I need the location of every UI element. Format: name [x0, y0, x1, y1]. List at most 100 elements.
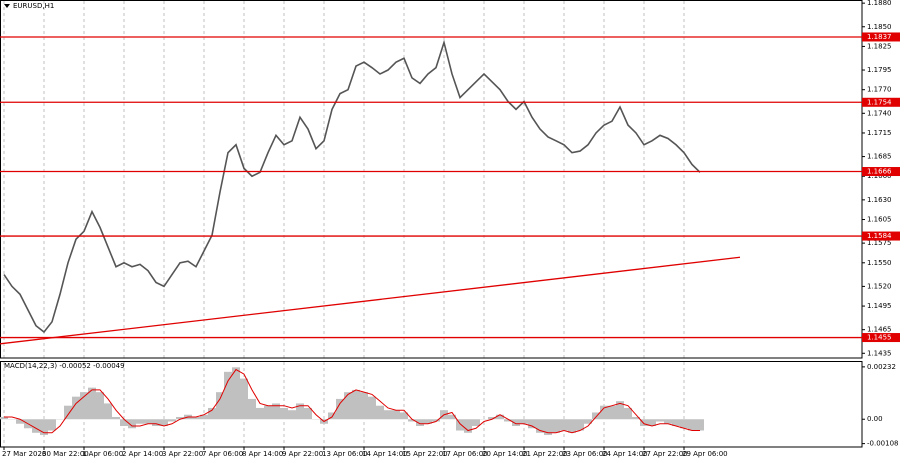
x-tick-label: 29 Apr 06:00	[682, 450, 728, 458]
y-tick-label: 0.00232	[867, 363, 896, 371]
histogram-bar	[72, 396, 80, 420]
x-tick-label: 15 Apr 22:00	[402, 450, 448, 458]
level-label-box	[862, 333, 900, 343]
y-tick-label: 1.1575	[867, 239, 892, 247]
signal-line	[4, 368, 700, 434]
x-tick-label: 17 Apr 06:00	[442, 450, 488, 458]
histogram-bar	[208, 407, 216, 420]
y-tick-label: 1.1435	[867, 349, 892, 357]
y-tick-label: 1.1880	[867, 0, 892, 7]
x-tick-label: 27 Mar 2026	[2, 450, 47, 458]
histogram-bar	[272, 403, 280, 420]
x-tick-label: 1 Apr 06:00	[82, 450, 123, 458]
histogram-bar	[232, 367, 240, 420]
histogram-bar	[632, 416, 640, 420]
histogram-bar	[472, 419, 480, 427]
histogram-bar	[104, 403, 112, 420]
histogram-bar	[336, 398, 344, 420]
histogram-bar	[408, 419, 416, 422]
histogram-bar	[568, 419, 576, 433]
histogram-bar	[416, 419, 424, 427]
y-tick-label: 1.1660	[867, 172, 892, 180]
panel-frame	[0, 361, 863, 448]
histogram-bar	[288, 410, 296, 420]
histogram-bar	[656, 419, 664, 422]
histogram-bar	[32, 419, 40, 433]
x-tick-label: 7 Apr 06:00	[202, 450, 243, 458]
x-tick-label: 3 Apr 22:00	[162, 450, 203, 458]
level-label-box	[862, 167, 900, 177]
y-tick-label: 1.1715	[867, 129, 892, 137]
y-tick-label: 1.1465	[867, 326, 892, 334]
histogram-bar	[400, 412, 408, 420]
histogram-bar	[128, 419, 136, 429]
histogram-bar	[576, 419, 584, 431]
level-label: 1.1584	[867, 232, 892, 240]
histogram-bar	[144, 419, 152, 424]
histogram-bar	[280, 407, 288, 420]
histogram-bar	[216, 392, 224, 420]
histogram-bar	[592, 412, 600, 420]
histogram-bar	[536, 419, 544, 433]
histogram-bar	[624, 407, 632, 420]
histogram-bar	[200, 414, 208, 420]
histogram-bar	[264, 405, 272, 420]
histogram-bar	[176, 416, 184, 420]
x-tick-label: 14 Apr 14:00	[362, 450, 408, 458]
histogram-bar	[680, 419, 688, 429]
histogram-bar	[376, 405, 384, 420]
x-tick-label: 8 Apr 14:00	[242, 450, 283, 458]
x-tick-label: 30 Mar 22:00	[42, 450, 89, 458]
indicator-title: MACD(14,22,3) -0.00052 -0.00049	[4, 362, 125, 370]
x-tick-label: 23 Apr 06:00	[562, 450, 608, 458]
level-label-box	[862, 32, 900, 42]
level-label-box	[862, 97, 900, 107]
level-label-box	[862, 231, 900, 241]
histogram-bar	[432, 419, 440, 422]
histogram-bar	[520, 419, 528, 424]
histogram-bar	[344, 392, 352, 420]
y-tick-label: 1.1495	[867, 302, 892, 310]
histogram-bar	[96, 392, 104, 420]
y-tick-label: 1.1850	[867, 23, 892, 31]
histogram-bar	[296, 403, 304, 420]
histogram-bar	[368, 396, 376, 420]
histogram-bar	[464, 419, 472, 433]
y-tick-label: 1.1520	[867, 282, 892, 290]
histogram-bar	[352, 389, 360, 420]
histogram-bar	[456, 419, 464, 431]
histogram-bar	[136, 419, 144, 424]
y-tick-label: 0.00	[867, 415, 883, 423]
y-tick-label: 1.1825	[867, 42, 892, 50]
histogram-bar	[424, 419, 432, 424]
histogram-bar	[648, 419, 656, 427]
histogram-bar	[608, 405, 616, 420]
y-tick-label: 1.1740	[867, 109, 892, 117]
histogram-bar	[0, 416, 8, 420]
histogram-bar	[584, 419, 592, 424]
histogram-bar	[304, 407, 312, 420]
histogram-bar	[16, 419, 24, 424]
histogram-bar	[672, 419, 680, 427]
histogram-bar	[240, 378, 248, 420]
histogram-bar	[488, 416, 496, 420]
y-tick-label: 1.1685	[867, 153, 892, 161]
x-tick-label: 9 Apr 22:00	[282, 450, 323, 458]
x-tick-label: 2 Apr 14:00	[122, 450, 163, 458]
histogram-bar	[504, 419, 512, 422]
y-tick-label: 1.1550	[867, 259, 892, 267]
panel-frame	[0, 0, 863, 359]
histogram-bar	[168, 419, 176, 422]
histogram-bar	[640, 419, 648, 427]
chart-title: EURUSD,H1	[13, 2, 54, 10]
histogram-bar	[544, 419, 552, 436]
histogram-bar	[112, 416, 120, 420]
y-tick-label: 1.1770	[867, 86, 892, 94]
histogram-bar	[48, 419, 56, 431]
histogram-bar	[88, 387, 96, 420]
histogram-bar	[384, 410, 392, 420]
histogram-bar	[120, 419, 128, 427]
x-tick-label: 27 Apr 22:00	[642, 450, 688, 458]
histogram-bar	[560, 419, 568, 431]
histogram-bar	[664, 419, 672, 424]
